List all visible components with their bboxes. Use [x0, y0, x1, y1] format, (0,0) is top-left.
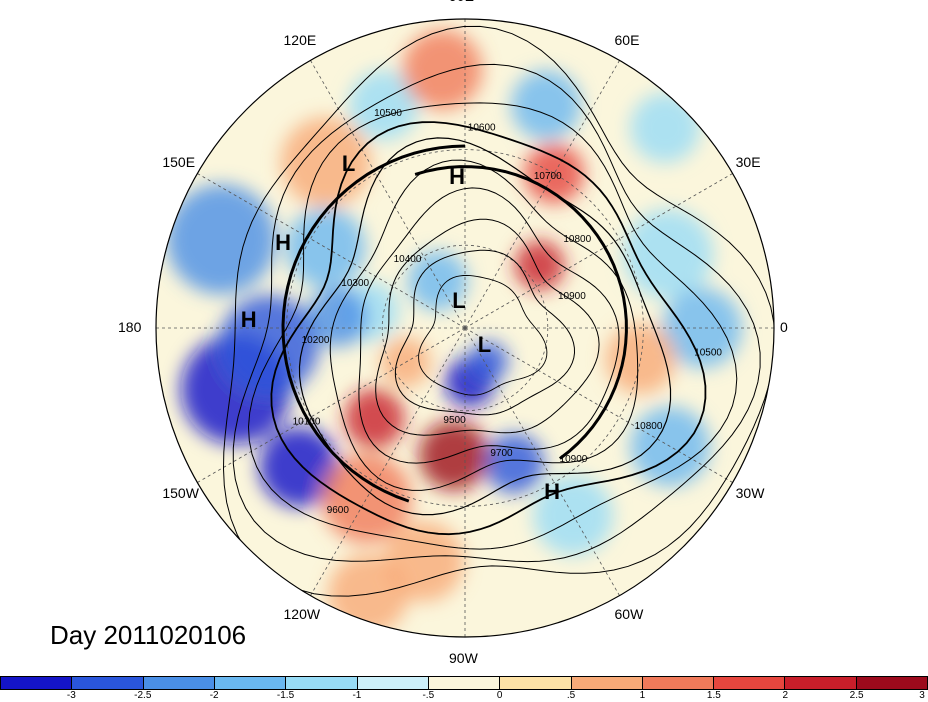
anomaly-blob — [218, 295, 319, 396]
colorbar-tick-label: -1 — [352, 690, 362, 701]
polar-map: 10900 10800 10700 10600 10500 10400 10300 10200… — [155, 18, 775, 638]
contour-line — [394, 249, 576, 416]
anomaly-blob — [630, 92, 701, 163]
anomaly-blob — [524, 143, 585, 204]
contour-label: 10800 — [635, 421, 663, 432]
contour-label: 10500 — [694, 347, 722, 358]
colorbar-swatch — [357, 677, 429, 689]
longitude-label: 150W — [162, 484, 199, 501]
anomaly-blob — [166, 184, 277, 295]
jet-isotach — [281, 144, 466, 503]
colorbar-tick-label: .5 — [566, 690, 576, 701]
longitude-label: 30W — [735, 484, 765, 501]
colorbar-tick-label: 2.5 — [849, 690, 864, 701]
contour-label: 9500 — [443, 415, 466, 426]
low-pressure-marker: L — [341, 150, 356, 176]
colorbar-tick-label: 0 — [496, 690, 503, 701]
anomaly-blob — [307, 286, 368, 347]
map-title: Day 2011020106 — [50, 620, 247, 650]
anomaly-blob — [285, 207, 366, 288]
anomaly-blob — [402, 29, 483, 110]
colorbar-swatch — [72, 677, 144, 689]
jet-isotach — [414, 165, 628, 460]
colorbar-tick-label: 2 — [782, 690, 788, 701]
contour-label: 10500 — [374, 108, 402, 119]
contour-label: 10100 — [293, 416, 321, 427]
colorbar-swatch — [143, 677, 215, 689]
anomaly-blob — [514, 240, 565, 291]
longitude-label: 120E — [283, 32, 317, 49]
anomaly-blob — [344, 388, 405, 449]
colorbar-tick-label: -1.5 — [276, 690, 295, 701]
colorbar-swatch — [214, 677, 287, 689]
colorbar-tick-label: -2.5 — [134, 690, 152, 701]
colorbar-tick-label: 3 — [919, 690, 925, 701]
colorbar-swatch — [286, 677, 358, 689]
longitude-label: 0 — [780, 319, 788, 335]
colorbar-swatch — [785, 677, 857, 689]
contour-label: 9600 — [327, 505, 350, 516]
contour-line — [418, 274, 548, 396]
contour-label: 10200 — [302, 335, 330, 346]
colorbar-swatch — [500, 677, 572, 689]
high-pressure-marker: H — [449, 164, 465, 190]
colorbar-tick-label: -2 — [209, 690, 219, 701]
colorbar-tick-label: -3 — [66, 690, 76, 701]
colorbar-tick-label: 1.5 — [706, 690, 721, 701]
colorbar-tick-label: -.5 — [422, 690, 435, 701]
anomaly-blob — [280, 117, 371, 208]
colorbar-swatch — [642, 677, 715, 689]
longitude-label: 90W — [449, 650, 478, 666]
contour-line — [222, 25, 774, 597]
contour-line — [247, 102, 738, 550]
contour-label: 10800 — [563, 234, 591, 245]
anomaly-blob — [662, 288, 743, 368]
high-pressure-marker: H — [275, 230, 292, 256]
contour-label: 10900 — [560, 454, 588, 465]
contour-line — [375, 218, 600, 436]
longitude-label: 180 — [118, 319, 142, 335]
low-pressure-marker: L — [452, 288, 466, 314]
longitude-label: 150E — [162, 153, 196, 170]
high-pressure-marker: H — [544, 478, 561, 504]
parallel-line — [381, 244, 549, 412]
contour-label: 10700 — [534, 171, 562, 182]
colorbar-swatch — [428, 677, 501, 689]
contour-label: 10600 — [468, 123, 496, 134]
anomaly-blob — [348, 70, 419, 141]
colorbar-swatch — [1, 677, 73, 689]
colorbar — [0, 676, 928, 690]
colorbar-ticks: -3 -2.5 -2 -1.5 -1 -.5 0 .5 1 1.5 2 2.5 3 — [0, 690, 928, 702]
anomaly-blob — [484, 433, 545, 494]
anomaly-blob — [623, 208, 714, 299]
colorbar-swatch — [571, 677, 643, 689]
longitude-label: 90E — [449, 0, 474, 4]
map-boundary — [155, 18, 775, 638]
colorbar-tick-label: 1 — [639, 690, 646, 701]
contour-label: 9700 — [490, 448, 513, 459]
contour-label: 10300 — [341, 278, 369, 289]
longitude-label: 60E — [614, 32, 640, 49]
high-pressure-marker: H — [240, 307, 257, 333]
colorbar-swatch — [714, 677, 786, 689]
longitude-label: 120W — [283, 605, 321, 622]
colorbar-swatch — [856, 677, 928, 689]
contour-line — [358, 187, 620, 464]
anomaly-blob — [630, 406, 711, 487]
longitude-label: 60W — [614, 605, 644, 622]
contour-label: 10900 — [558, 291, 586, 302]
contour-line — [329, 159, 639, 491]
contour-label: 10400 — [394, 254, 422, 265]
contour-line — [232, 63, 761, 563]
height-contours: 10900 10800 10700 10600 10500 10400 10300 10200… — [222, 25, 774, 597]
longitude-label: 30E — [735, 153, 761, 170]
low-pressure-marker: L — [477, 332, 492, 358]
anomaly-blob — [259, 427, 340, 508]
contour-line — [270, 121, 707, 536]
